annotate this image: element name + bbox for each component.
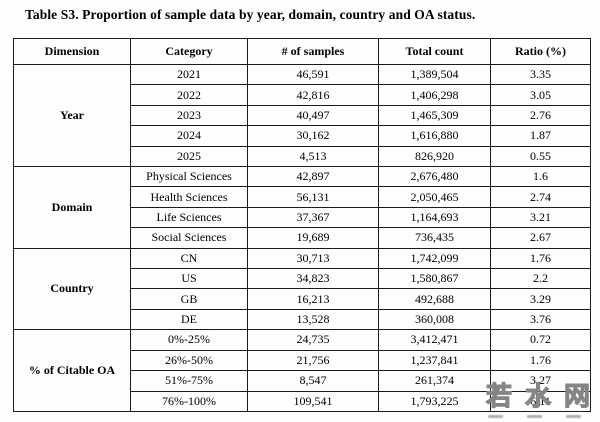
- ratio-cell: 0.55: [490, 145, 591, 168]
- samples-cell: 19,689: [247, 227, 379, 249]
- dimension-cell: Year: [13, 63, 131, 168]
- ratio-cell: 6.11: [490, 390, 591, 412]
- table-row: Domain Physical Sciences 42,897 2,676,480 1.…: [13, 166, 591, 249]
- category-cell: 76%-100%: [130, 390, 248, 412]
- category-cell: Life Sciences: [130, 206, 248, 229]
- header-ratio: Ratio (%): [490, 38, 591, 65]
- total-cell: 3,412,471: [378, 329, 491, 351]
- samples-cell: 56,131: [247, 186, 379, 208]
- category-cell: 2025: [130, 145, 248, 168]
- samples-cell: 109,541: [247, 390, 379, 412]
- total-cell: 2,676,480: [378, 166, 491, 188]
- total-cell: 826,920: [378, 145, 491, 168]
- category-cell: CN: [130, 247, 248, 270]
- ratio-cell: 2.76: [490, 104, 591, 127]
- table-row: % of Citable OA 0%-25% 24,735 3,412,471 0.72: [13, 329, 591, 412]
- total-cell: 261,374: [378, 370, 491, 392]
- samples-cell: 40,497: [247, 104, 379, 127]
- category-cell: DE: [130, 308, 248, 331]
- total-cell: 1,580,867: [378, 268, 491, 290]
- header-samples: # of samples: [247, 38, 379, 65]
- total-cell: 1,793,225: [378, 390, 491, 412]
- table-row: GB 16,213 492,688 3.29: [14, 288, 591, 310]
- dimension-cell: Domain: [13, 166, 131, 249]
- ratio-cell: 3.05: [490, 84, 591, 106]
- samples-cell: 13,528: [247, 308, 379, 331]
- samples-cell: 37,367: [247, 206, 379, 229]
- sample-data-table: Dimension Category # of samples Total co…: [13, 38, 591, 412]
- category-cell: 51%-75%: [130, 370, 248, 392]
- category-cell: Physical Sciences: [130, 166, 248, 188]
- samples-cell: 4,513: [247, 145, 379, 168]
- dimension-cell: Country: [13, 247, 131, 331]
- total-cell: 360,008: [378, 308, 491, 331]
- samples-cell: 21,756: [247, 349, 379, 372]
- ratio-cell: 1.87: [490, 125, 591, 147]
- ratio-cell: 3.35: [490, 63, 591, 86]
- total-cell: 1,237,841: [378, 349, 491, 372]
- table-header-row: Dimension Category # of samples Total co…: [13, 38, 591, 65]
- ratio-cell: 2.67: [490, 227, 591, 249]
- samples-cell: 42,897: [247, 166, 379, 188]
- ratio-cell: 3.76: [490, 308, 591, 331]
- samples-cell: 30,162: [247, 125, 379, 147]
- ratio-cell: 1.76: [490, 349, 591, 372]
- total-cell: 492,688: [378, 288, 491, 310]
- category-cell: 26%-50%: [130, 349, 248, 372]
- total-cell: 1,616,880: [378, 125, 491, 147]
- header-total: Total count: [378, 38, 491, 65]
- category-cell: Health Sciences: [130, 186, 248, 208]
- dimension-cell: % of Citable OA: [13, 329, 131, 412]
- samples-cell: 16,213: [247, 288, 379, 310]
- header-dimension: Dimension: [13, 38, 131, 65]
- samples-cell: 24,735: [247, 329, 379, 351]
- table-row: Social Sciences 19,689 736,435 2.67: [14, 227, 591, 249]
- category-cell: 2024: [130, 125, 248, 147]
- samples-cell: 30,713: [247, 247, 379, 270]
- category-cell: GB: [130, 288, 248, 310]
- samples-cell: 8,547: [247, 370, 379, 392]
- total-cell: 1,742,099: [378, 247, 491, 270]
- total-cell: 736,435: [378, 227, 491, 249]
- total-cell: 2,050,465: [378, 186, 491, 208]
- samples-cell: 46,591: [247, 63, 379, 86]
- table-row: 2025 4,513 826,920 0.55: [14, 145, 591, 168]
- ratio-cell: 2.2: [490, 268, 591, 290]
- category-cell: Social Sciences: [130, 227, 248, 249]
- header-category: Category: [130, 38, 248, 65]
- table-row: 76%-100% 109,541 1,793,225 6.11: [14, 390, 591, 412]
- category-cell: 2022: [130, 84, 248, 106]
- total-cell: 1,406,298: [378, 84, 491, 106]
- category-cell: 2023: [130, 104, 248, 127]
- samples-cell: 42,816: [247, 84, 379, 106]
- table-row: Year 2021 46,591 1,389,504 3.35: [13, 63, 591, 168]
- category-cell: 0%-25%: [130, 329, 248, 351]
- table-row: DE 13,528 360,008 3.76: [14, 308, 591, 331]
- table-body: Year 2021 46,591 1,389,504 3.35 2022 42,816 1,4…: [13, 63, 591, 412]
- table-row: 2024 30,162 1,616,880 1.87: [14, 125, 591, 147]
- watermark-underline-marks: [488, 415, 600, 418]
- ratio-cell: 3.21: [490, 206, 591, 229]
- ratio-cell: 2.74: [490, 186, 591, 208]
- samples-cell: 34,823: [247, 268, 379, 290]
- table-row: Country CN 30,713 1,742,099 1.76: [13, 247, 591, 331]
- table-row: Health Sciences 56,131 2,050,465 2.74: [14, 186, 591, 208]
- category-cell: US: [130, 268, 248, 290]
- ratio-cell: 1.6: [490, 166, 591, 188]
- table-row: 51%-75% 8,547 261,374 3.27: [14, 370, 591, 392]
- ratio-cell: 0.72: [490, 329, 591, 351]
- table-title: Table S3. Proportion of sample data by y…: [25, 7, 476, 22]
- ratio-cell: 3.27: [490, 370, 591, 392]
- total-cell: 1,164,693: [378, 206, 491, 229]
- ratio-cell: 3.29: [490, 288, 591, 310]
- total-cell: 1,389,504: [378, 63, 491, 86]
- table-row: Life Sciences 37,367 1,164,693 3.21: [14, 206, 591, 229]
- ratio-cell: 1.76: [490, 247, 591, 270]
- total-cell: 1,465,309: [378, 104, 491, 127]
- category-cell: 2021: [130, 63, 248, 86]
